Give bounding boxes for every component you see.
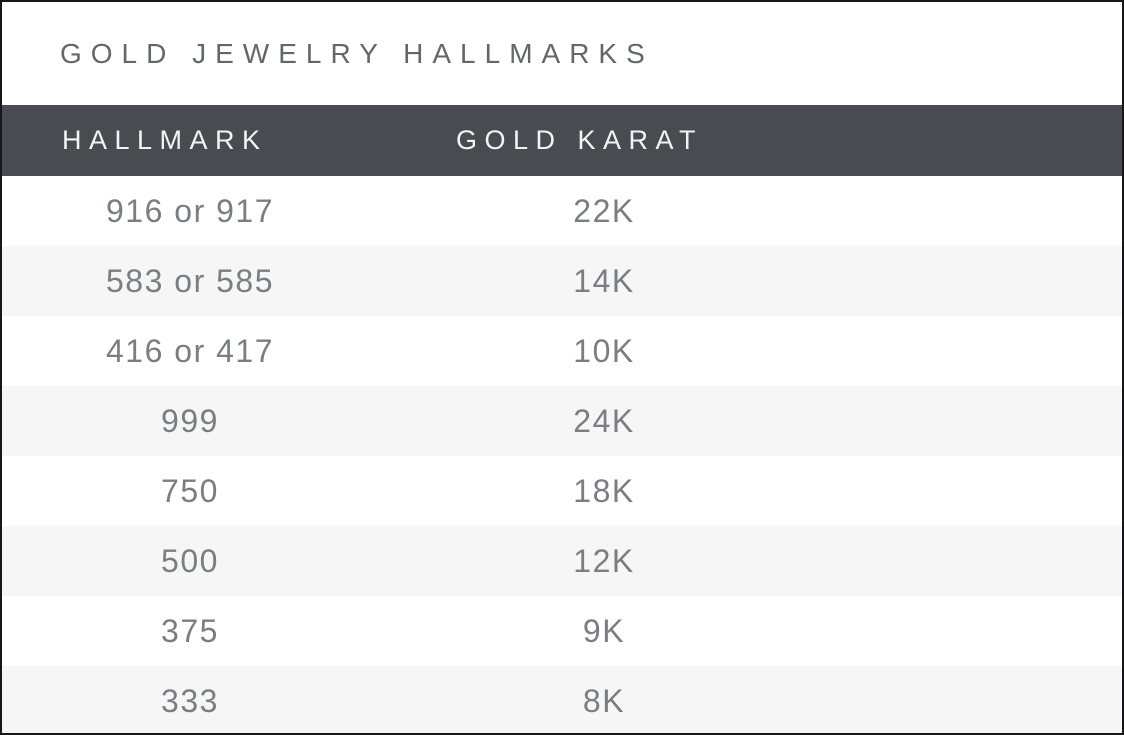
karat-value: 12K	[573, 542, 635, 579]
table-row: 999 24K	[2, 386, 1122, 456]
hallmark-value: 583 or 585	[105, 262, 274, 299]
table-row: 500 12K	[2, 526, 1122, 596]
hallmark-value: 999	[161, 402, 219, 439]
table-row: 750 18K	[2, 456, 1122, 526]
column-header-gold-karat: GOLD KARAT	[456, 125, 704, 155]
table-row: 375 9K	[2, 596, 1122, 666]
karat-value: 9K	[582, 612, 626, 649]
karat-value: 8K	[582, 682, 626, 719]
table-row: 916 or 917 22K	[2, 176, 1122, 246]
karat-value: 14K	[573, 262, 635, 299]
hallmark-value: 375	[161, 612, 219, 649]
page-title: GOLD JEWELRY HALLMARKS	[60, 37, 654, 69]
hallmark-value: 333	[161, 682, 219, 719]
hallmark-value: 750	[161, 472, 219, 509]
table-header-row: HALLMARK GOLD KARAT	[2, 105, 1122, 176]
table-row: 333 8K	[2, 666, 1122, 733]
hallmark-value: 416 or 417	[105, 332, 274, 369]
column-header-hallmark: HALLMARK	[62, 125, 268, 155]
hallmark-value: 916 or 917	[105, 192, 274, 229]
karat-value: 24K	[573, 402, 635, 439]
karat-value: 18K	[573, 472, 635, 509]
table-row: 416 or 417 10K	[2, 316, 1122, 386]
karat-value: 10K	[573, 332, 635, 369]
hallmark-value: 500	[161, 542, 219, 579]
title-bar: GOLD JEWELRY HALLMARKS	[2, 2, 1122, 105]
karat-value: 22K	[573, 192, 635, 229]
table-row: 583 or 585 14K	[2, 246, 1122, 316]
